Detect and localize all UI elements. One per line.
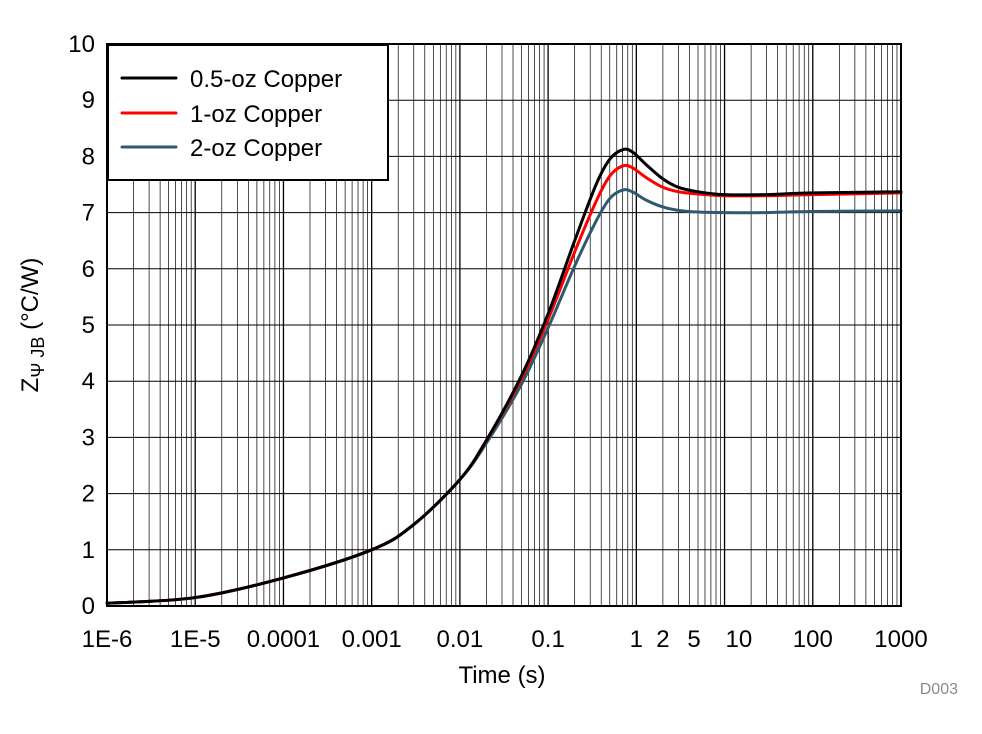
y-tick-label: 10 <box>68 31 95 58</box>
legend-label-2: 2-oz Copper <box>190 135 322 162</box>
x-tick-label: 0.001 <box>342 626 402 653</box>
x-tick-label: 100 <box>793 626 833 653</box>
x-tick-label: 5 <box>687 626 700 653</box>
y-tick-label: 6 <box>82 256 95 283</box>
x-tick-label: 0.01 <box>437 626 484 653</box>
y-tick-label: 5 <box>82 312 95 339</box>
x-tick-label: 1E-6 <box>82 626 133 653</box>
y-tick-label: 8 <box>82 143 95 170</box>
series-line-0 <box>105 147 903 605</box>
x-tick-label: 1E-5 <box>170 626 221 653</box>
plot-frame <box>106 43 902 607</box>
y-tick-label: 2 <box>82 481 95 508</box>
x-tick-label: 10 <box>726 626 753 653</box>
legend-label-0: 0.5-oz Copper <box>190 66 342 93</box>
y-axis-title-unit: (°C/W) <box>17 258 44 337</box>
y-tick-label: 0 <box>82 593 95 620</box>
x-tick-label: 0.0001 <box>247 626 320 653</box>
y-tick-labels: 0 1 2 3 4 5 6 7 8 9 10 <box>68 31 95 620</box>
y-axis-title: ZΨ JB (°C/W) <box>17 258 48 393</box>
legend: 0.5-oz Copper 1-oz Copper 2-oz Copper <box>107 44 389 181</box>
x-tick-label: 0.1 <box>531 626 564 653</box>
figure-id-watermark: D003 <box>920 681 958 698</box>
legend-label-1: 1-oz Copper <box>190 101 322 128</box>
y-tick-label: 1 <box>82 537 95 564</box>
y-axis-title-main: Z <box>17 378 44 393</box>
y-tick-label: 4 <box>82 368 95 395</box>
x-tick-label: 1 <box>630 626 643 653</box>
y-axis-title-subscript: Ψ JB <box>28 337 48 378</box>
y-tick-label: 9 <box>82 87 95 114</box>
x-tick-label: 2 <box>656 626 669 653</box>
x-tick-labels: 1E-6 1E-5 0.0001 0.001 0.01 0.1 1 2 5 10 100 1000 <box>82 626 928 653</box>
y-tick-label: 3 <box>82 424 95 451</box>
x-tick-label: 1000 <box>874 626 927 653</box>
series-layer <box>105 147 903 605</box>
x-axis-title: Time (s) <box>458 662 545 689</box>
y-tick-label: 7 <box>82 200 95 227</box>
